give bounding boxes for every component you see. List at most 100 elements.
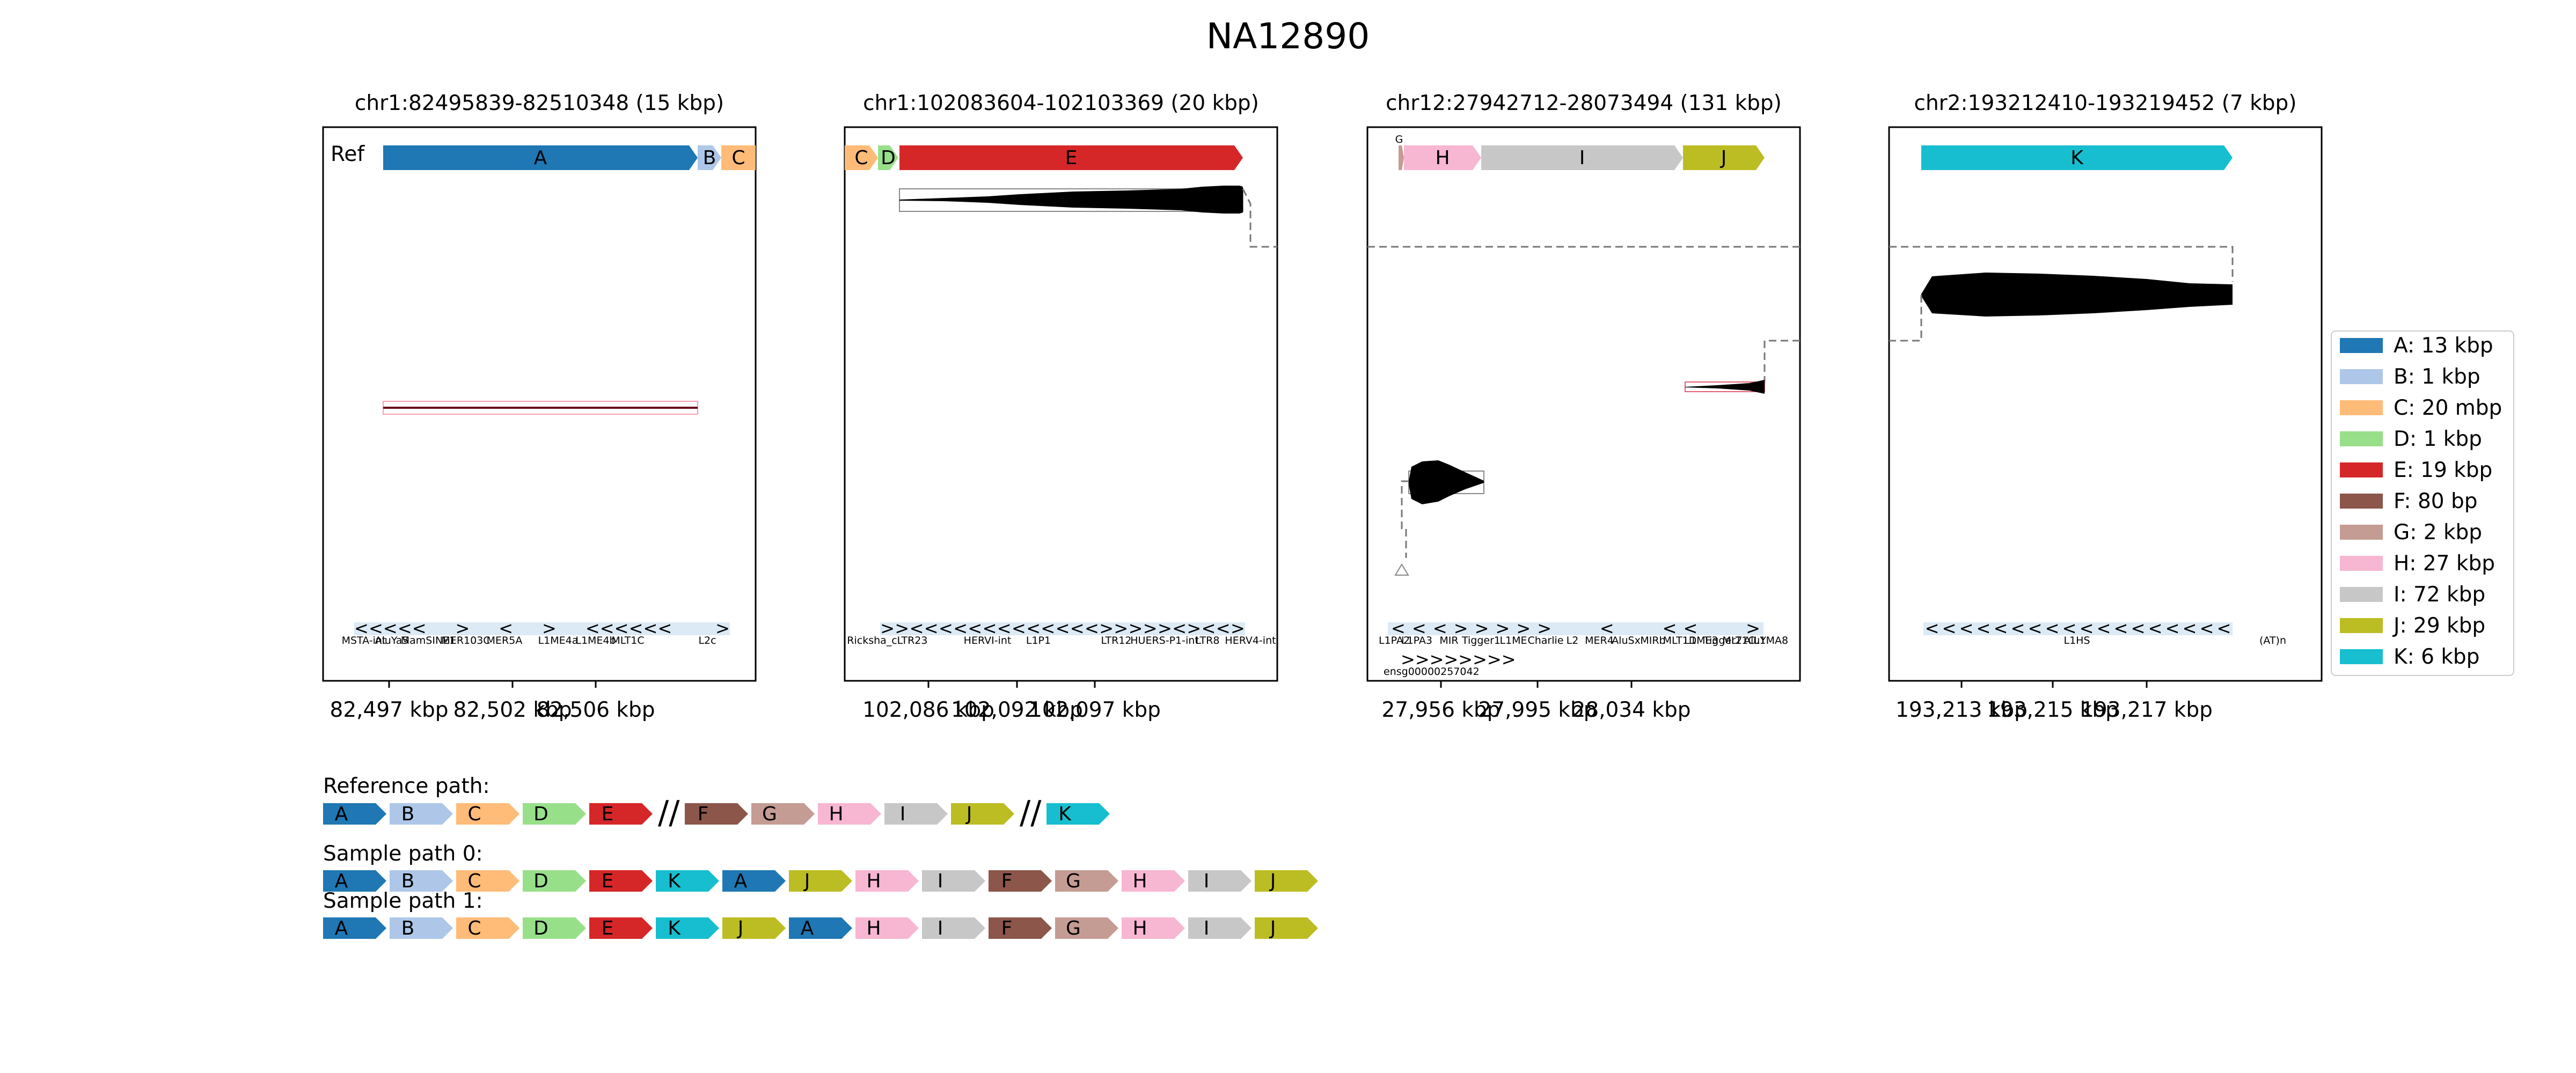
repeat-label: MLT1D [1663,635,1697,646]
segment-d [878,145,898,170]
path-block-label: K [1058,803,1072,825]
repeat-arrow: < [369,618,383,638]
path-block-label: H [829,803,843,825]
legend-swatch-d [2340,431,2383,446]
legend-label: E: 19 kbp [2394,458,2492,482]
gene-arrows: >>>>>>>> [1401,649,1516,670]
repeat-arrow: < [2028,618,2043,638]
repeat-arrow: < [2165,618,2180,638]
panel-4-frame [1888,126,2323,682]
legend: A: 13 kbp B: 1 kbp C: 20 mbp D: 1 kbp E: 19 … [2340,334,2502,669]
repeat-label: MER5A [487,635,523,646]
segment-e [899,145,1243,170]
repeat-arrow: < [398,618,412,638]
panel-3-title: chr12:27942712-28073494 (131 kbp) [1386,91,1782,115]
read-coverage [1921,273,2233,317]
repeat-arrow: < [383,618,398,638]
path-block-e [589,870,653,892]
repeat-arrow: < [2011,618,2025,638]
path-block-h [1122,917,1185,939]
figure-title: NA12890 [1206,16,1370,57]
segment-label: D [881,147,896,169]
path-block-label: C [467,803,481,825]
path-block-e [589,803,653,825]
read-coverage [1409,460,1484,504]
repeat-arrow: < [1600,618,1614,638]
legend-label: G: 2 kbp [2394,520,2482,545]
path-block-label: J [1269,870,1276,892]
repeat-arrow: > [895,618,909,638]
repeat-arrow: < [2148,618,2163,638]
panel-2-reads [899,186,1277,248]
segment-c [845,145,878,170]
segment-h [1404,145,1481,170]
repeat-label: L1MA8 [1754,635,1788,646]
repeat-arrow: > [1454,618,1468,638]
repeat-arrow: > [1537,618,1552,638]
axis-tick-label: 28,034 kbp [1572,698,1691,722]
legend-label: A: 13 kbp [2394,334,2493,358]
segment-label: H [1435,147,1450,169]
path-block-a [323,803,386,825]
path-block-label: J [1269,917,1276,939]
panel-1-title: chr1:82495839-82510348 (15 kbp) [355,91,724,115]
legend-swatch-b [2340,369,2383,384]
path-block-j [722,917,786,939]
path-block-h [855,870,919,892]
repeat-arrow: < [1433,618,1447,638]
path-break: // [658,794,680,832]
repeat-arrow: > [1114,618,1128,638]
repeat-label: MER103C [441,635,490,646]
repeat-arrow: < [2131,618,2146,638]
repeat-arrow: < [1412,618,1426,638]
repeat-arrow: < [586,618,600,638]
panel-4-reads [1889,246,2234,342]
repeat-arrow: < [1202,618,1216,638]
repeat-arrow: < [2114,618,2128,638]
link-line [1889,295,1922,342]
path-block-h [855,917,919,939]
panel-4-repeats: < < < < < < < < < < < < < < < < < <L1HS (AT)n [1923,618,2286,646]
panel-3-reads [1367,246,1800,576]
repeat-arrow: < [629,618,643,638]
repeat-arrow: < [1925,618,1940,638]
repeat-label: LTR23 [897,635,928,646]
repeat-label: MIR [1439,635,1458,646]
repeat-arrow: < [412,618,427,638]
repeat-track [354,622,730,635]
repeat-arrow: > [715,618,730,638]
path-block-label: H [1132,917,1147,939]
path-block-d [523,917,586,939]
segment-label: J [1720,147,1727,169]
path-block-label: J [803,870,810,892]
repeat-label: HERV4-int [1225,635,1276,646]
path-block-g [1055,917,1118,939]
path-block-j [1255,917,1318,939]
repeat-arrow: > [1099,618,1114,638]
panel-2-repeats: > > < < < < < < < < < < < < < > > > > > < > < < >Ricksha_c LTR23 H… [847,618,1276,646]
axis-tick-label: 102,092 kbp [951,698,1083,722]
path-block-g [1055,870,1118,892]
path-block-label: K [668,870,681,892]
sample-path-0-label: Sample path 0: [323,842,483,866]
repeat-arrow: < [614,618,629,638]
axis-tick-label: 102,097 kbp [1029,698,1161,722]
axis-tick-label: 193,213 kbp [1896,698,2028,722]
path-block-c [456,870,519,892]
axis-tick-label: 82,497 kbp [330,698,449,722]
repeat-arrow: < [953,618,968,638]
legend-swatch-a [2340,338,2383,353]
repeat-label: Tigger2 [1703,635,1742,646]
repeat-arrow: < [1663,618,1677,638]
repeat-label: LTR12 [1101,635,1132,646]
repeat-arrow: > [542,618,557,638]
repeat-arrow: < [1959,618,1974,638]
path-block-f [989,870,1052,892]
repeat-arrow: > [1187,618,1201,638]
